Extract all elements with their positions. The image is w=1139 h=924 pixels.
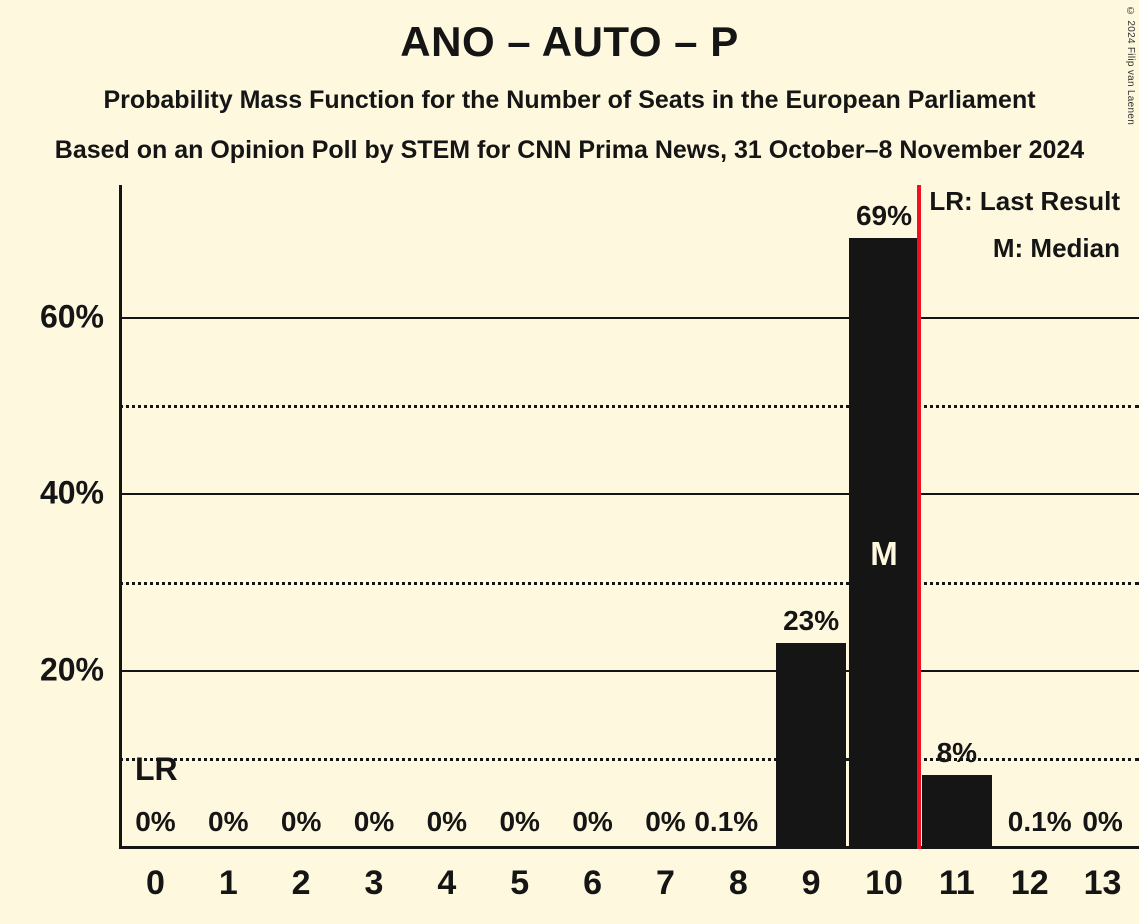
x-axis-tick-label-1: 1 <box>218 864 238 902</box>
legend-last-result: LR: Last Result <box>929 186 1120 216</box>
value-label-seat-13: 0% <box>1082 806 1123 837</box>
gridline-minor-30 <box>119 581 1139 585</box>
y-axis-tick-label-60: 60% <box>39 298 104 335</box>
x-axis-tick-label-0: 0 <box>145 864 165 902</box>
gridline-major-40 <box>119 493 1139 496</box>
x-axis-line <box>119 846 1139 849</box>
value-label-seat-6: 0% <box>572 806 613 837</box>
legend-median: M: Median <box>992 233 1120 263</box>
y-axis-tick-label-40: 40% <box>39 474 104 511</box>
median-vertical-line <box>916 185 921 849</box>
value-label-seat-5: 0% <box>499 806 540 837</box>
value-label-seat-11: 8% <box>936 737 978 769</box>
chart-source-line: Based on an Opinion Poll by STEM for CNN… <box>54 136 1085 164</box>
y-axis-line <box>119 185 122 849</box>
copyright-notice: © 2024 Filip van Laenen <box>1125 6 1136 126</box>
x-axis-tick-label-2: 2 <box>291 864 311 902</box>
x-axis-tick-label-8: 8 <box>728 864 748 902</box>
x-axis-tick-label-9: 9 <box>801 864 821 902</box>
value-label-seat-7: 0% <box>645 806 686 837</box>
page-title: ANO – AUTO – P <box>400 18 739 65</box>
median-marker-letter: M <box>870 535 898 573</box>
x-axis-tick-label-7: 7 <box>655 864 675 902</box>
gridline-minor-10 <box>119 757 1139 761</box>
plot-area: M <box>119 185 1139 849</box>
value-label-seat-3: 0% <box>353 806 395 837</box>
chart-subtitle: Probability Mass Function for the Number… <box>103 86 1036 114</box>
gridline-major-20 <box>119 669 1139 672</box>
x-axis-tick-label-11: 11 <box>938 864 975 902</box>
value-label-seat-2: 0% <box>280 806 322 837</box>
bar-seat-9[interactable] <box>776 643 847 846</box>
gridline-minor-50 <box>119 405 1139 409</box>
x-axis-tick-label-13: 13 <box>1083 864 1122 902</box>
value-label-seat-4: 0% <box>426 806 468 837</box>
value-label-seat-10: 69% <box>855 199 912 231</box>
value-label-seat-9: 23% <box>783 605 840 637</box>
last-result-marker: LR <box>135 750 178 787</box>
x-axis-tick-label-4: 4 <box>437 864 457 902</box>
value-label-seat-12: 0.1% <box>1007 806 1072 837</box>
bar-seat-11[interactable] <box>921 775 992 846</box>
x-axis-tick-label-5: 5 <box>510 864 530 902</box>
x-axis-tick-label-3: 3 <box>364 864 384 902</box>
x-axis-tick-label-10: 10 <box>865 864 903 902</box>
value-label-seat-8: 0.1% <box>694 806 759 837</box>
x-axis-tick-label-6: 6 <box>583 864 603 902</box>
x-axis-tick-label-12: 12 <box>1010 864 1049 902</box>
bar-seat-10[interactable]: M <box>849 237 919 846</box>
y-axis-tick-label-20: 20% <box>39 651 104 688</box>
value-label-seat-1: 0% <box>208 806 249 837</box>
gridline-major-60 <box>119 317 1139 320</box>
value-label-seat-0: 0% <box>135 806 176 837</box>
